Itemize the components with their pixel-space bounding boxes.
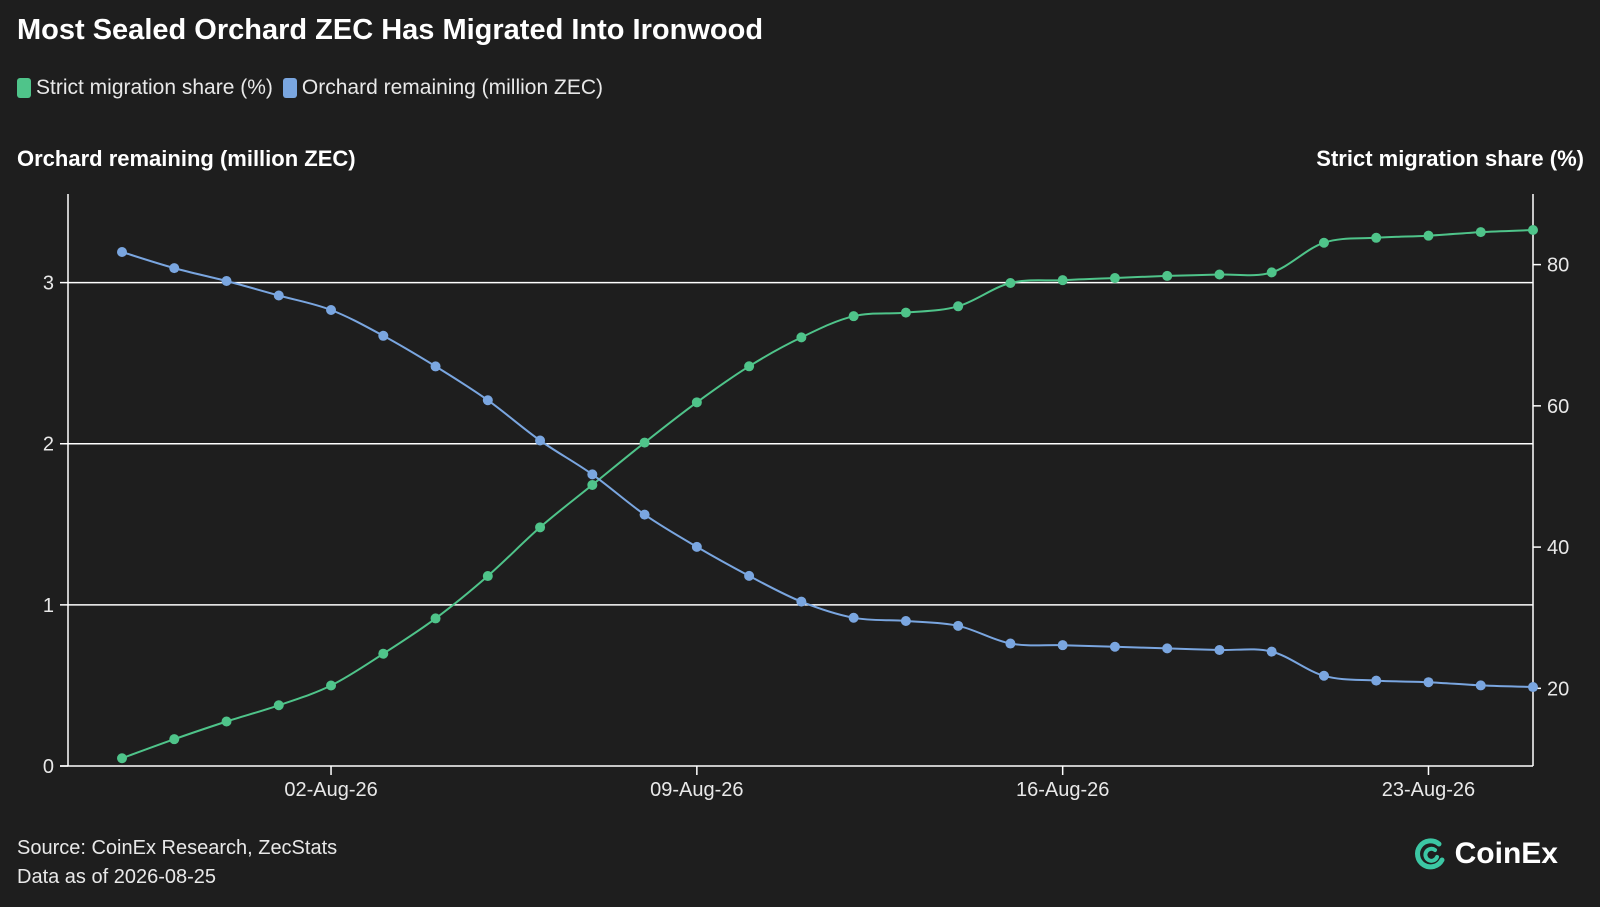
data-point-remaining bbox=[221, 276, 232, 287]
data-as-of-note: Data as of 2026-08-25 bbox=[17, 866, 217, 888]
data-point-share bbox=[326, 680, 337, 691]
left-axis-title: Orchard remaining (million ZEC) bbox=[17, 146, 356, 171]
data-point-remaining bbox=[1371, 675, 1382, 686]
x-tick-label: 16-Aug-26 bbox=[1016, 779, 1109, 801]
left-tick-label: 2 bbox=[43, 434, 54, 456]
data-point-remaining bbox=[1109, 641, 1120, 652]
legend-label-remaining: Orchard remaining (million ZEC) bbox=[301, 76, 603, 99]
legend-item-remaining[interactable]: Orchard remaining (million ZEC) bbox=[282, 76, 603, 100]
data-point-share bbox=[744, 361, 755, 372]
legend-label-share: Strict migration share (%) bbox=[36, 76, 273, 99]
data-point-remaining bbox=[326, 305, 337, 316]
data-point-share bbox=[1423, 230, 1434, 241]
x-tick-label: 23-Aug-26 bbox=[1382, 779, 1475, 801]
brand-name: CoinEx bbox=[1454, 837, 1558, 870]
data-point-remaining bbox=[796, 596, 807, 607]
data-point-share bbox=[1005, 277, 1016, 288]
data-point-share bbox=[482, 571, 493, 582]
data-point-remaining bbox=[691, 541, 702, 552]
right-tick-label: 80 bbox=[1547, 255, 1569, 277]
data-point-remaining bbox=[273, 290, 284, 301]
series-line-remaining bbox=[121, 251, 1534, 688]
data-point-remaining bbox=[587, 469, 598, 480]
data-point-remaining bbox=[1528, 682, 1538, 693]
left-tick-label: 3 bbox=[43, 273, 54, 295]
data-point-share bbox=[535, 522, 546, 533]
left-tick-label: 1 bbox=[43, 595, 54, 617]
right-axis-title: Strict migration share (%) bbox=[1316, 146, 1584, 171]
data-point-share bbox=[1266, 267, 1277, 278]
data-point-remaining bbox=[482, 395, 493, 406]
data-point-remaining bbox=[1214, 644, 1225, 655]
x-tick-label: 02-Aug-26 bbox=[284, 779, 377, 801]
data-point-remaining bbox=[169, 263, 180, 274]
data-point-remaining bbox=[378, 330, 389, 341]
data-point-remaining bbox=[848, 612, 859, 623]
brand-logo: CoinEx bbox=[1413, 836, 1558, 872]
legend-item-share[interactable]: Strict migration share (%) bbox=[17, 76, 273, 100]
data-point-remaining bbox=[1162, 643, 1173, 654]
data-point-share bbox=[1371, 232, 1382, 243]
legend-swatch-share bbox=[17, 78, 31, 98]
coinex-logo-icon bbox=[1414, 838, 1445, 870]
data-point-remaining bbox=[1057, 640, 1068, 651]
data-point-share bbox=[430, 613, 441, 624]
data-point-share bbox=[378, 648, 389, 659]
data-point-share bbox=[169, 734, 180, 745]
source-note: Source: CoinEx Research, ZecStats bbox=[17, 837, 338, 859]
data-point-share bbox=[1214, 269, 1225, 280]
data-point-remaining bbox=[1005, 638, 1016, 649]
data-point-remaining bbox=[117, 247, 127, 258]
data-point-remaining bbox=[430, 361, 441, 372]
data-point-remaining bbox=[1475, 680, 1486, 691]
series-line-share bbox=[121, 229, 1534, 760]
data-point-share bbox=[639, 437, 650, 448]
data-point-remaining bbox=[639, 509, 650, 520]
data-point-remaining bbox=[1266, 646, 1277, 657]
right-tick-label: 60 bbox=[1547, 396, 1569, 418]
data-point-share bbox=[1475, 227, 1486, 238]
data-point-share bbox=[691, 397, 702, 408]
chart-title: Most Sealed Orchard ZEC Has Migrated Int… bbox=[17, 14, 764, 46]
legend: Strict migration share (%) Orchard remai… bbox=[17, 76, 603, 100]
data-point-remaining bbox=[900, 615, 911, 626]
data-point-share bbox=[900, 307, 911, 318]
data-point-remaining bbox=[1423, 677, 1434, 688]
footer: Source: CoinEx Research, ZecStats Data a… bbox=[17, 834, 337, 892]
data-point-share bbox=[953, 301, 964, 312]
data-point-share bbox=[848, 311, 859, 322]
data-point-share bbox=[1162, 270, 1173, 281]
right-tick-label: 40 bbox=[1547, 537, 1569, 559]
data-point-share bbox=[587, 479, 598, 490]
data-point-remaining bbox=[535, 435, 546, 446]
x-tick-label: 09-Aug-26 bbox=[650, 779, 743, 801]
data-point-share bbox=[221, 716, 232, 727]
data-point-remaining bbox=[1318, 670, 1329, 681]
data-point-remaining bbox=[744, 570, 755, 581]
data-point-share bbox=[1109, 273, 1120, 284]
data-point-share bbox=[1528, 225, 1538, 236]
right-tick-label: 20 bbox=[1547, 678, 1569, 700]
data-point-share bbox=[273, 700, 284, 711]
legend-swatch-remaining bbox=[282, 78, 297, 98]
left-tick-label: 0 bbox=[43, 756, 54, 778]
data-point-share bbox=[1057, 275, 1068, 286]
data-point-share bbox=[796, 332, 807, 343]
data-point-share bbox=[117, 753, 127, 764]
data-point-remaining bbox=[953, 620, 964, 631]
data-point-share bbox=[1318, 237, 1329, 248]
